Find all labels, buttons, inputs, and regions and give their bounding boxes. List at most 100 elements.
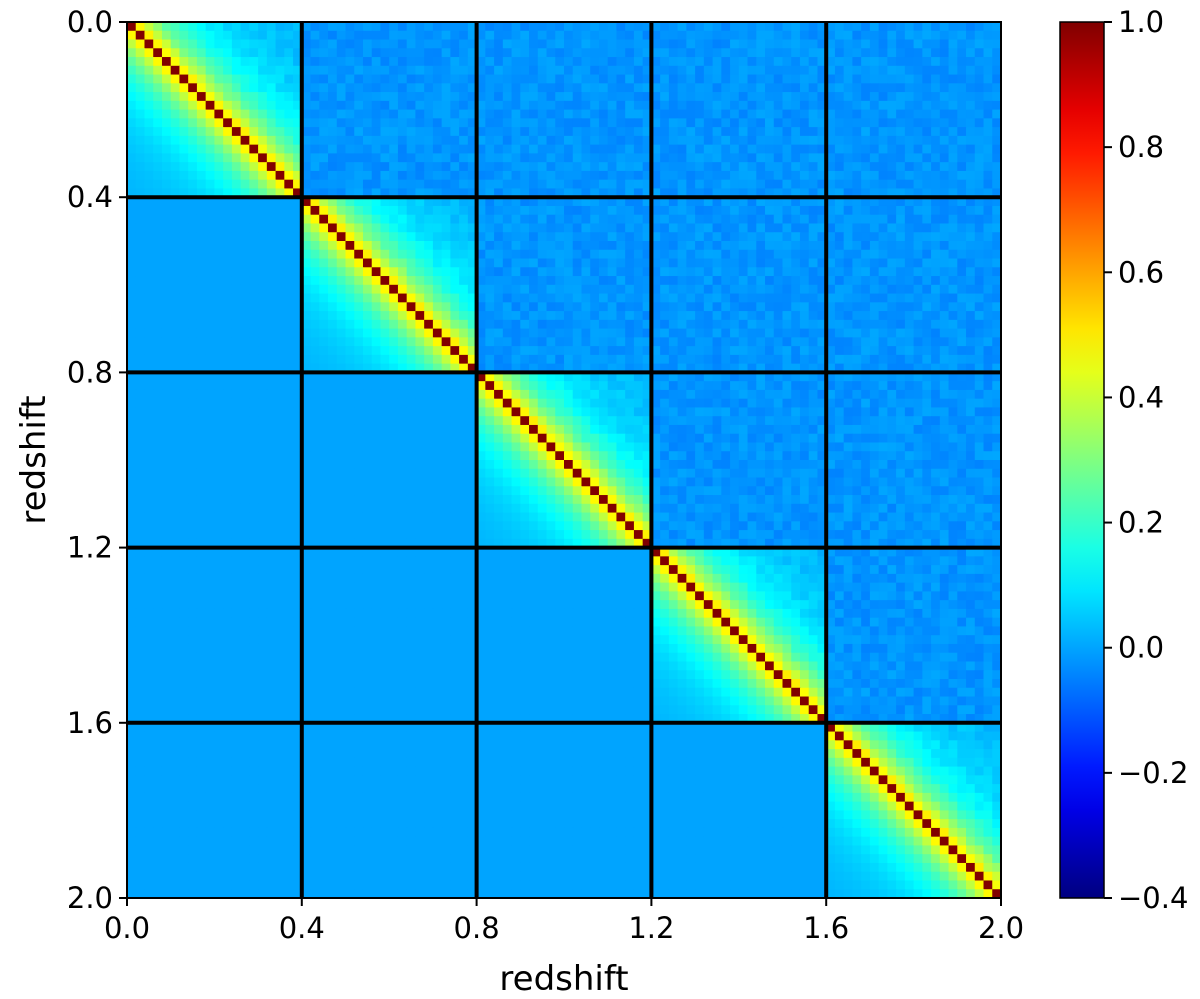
heatmap-cell xyxy=(371,92,382,102)
heatmap-cell xyxy=(686,451,696,461)
heatmap-cell xyxy=(773,442,784,452)
heatmap-cell xyxy=(249,48,259,58)
heatmap-cell xyxy=(598,284,609,295)
heatmap-cell xyxy=(651,372,661,382)
heatmap-cell xyxy=(275,442,285,452)
heatmap-cell xyxy=(144,416,154,426)
heatmap-cell xyxy=(293,302,303,312)
heatmap-cell xyxy=(511,30,521,41)
heatmap-cell xyxy=(791,319,801,330)
heatmap-cell xyxy=(852,293,862,303)
heatmap-cell xyxy=(948,162,958,172)
heatmap-cell xyxy=(336,433,347,444)
heatmap-cell xyxy=(660,276,670,286)
heatmap-cell xyxy=(782,92,792,102)
heatmap-cell xyxy=(904,74,915,84)
heatmap-cell xyxy=(887,232,897,242)
heatmap-cell xyxy=(992,328,1002,338)
heatmap-cell xyxy=(922,48,932,58)
heatmap-cell xyxy=(319,346,329,356)
heatmap-cell xyxy=(966,197,976,207)
heatmap-cell xyxy=(389,302,399,312)
heatmap-cell xyxy=(275,346,285,356)
heatmap-cell xyxy=(441,249,451,260)
heatmap-cell xyxy=(485,302,495,312)
heatmap-cell xyxy=(450,451,460,461)
heatmap-cell xyxy=(336,144,347,154)
heatmap-cell xyxy=(861,319,871,330)
heatmap-cell xyxy=(336,100,347,111)
heatmap-cell xyxy=(406,416,417,426)
heatmap-cell xyxy=(319,127,329,137)
heatmap-cell xyxy=(362,127,373,137)
heatmap-cell xyxy=(275,100,285,111)
heatmap-cell xyxy=(695,30,705,41)
heatmap-cell xyxy=(616,407,626,417)
heatmap-cell xyxy=(677,451,687,461)
heatmap-cell xyxy=(424,407,434,417)
heatmap-cell xyxy=(441,65,451,76)
heatmap-cell xyxy=(520,65,530,76)
heatmap-cell xyxy=(354,337,364,347)
heatmap-cell xyxy=(450,144,460,154)
heatmap-cell xyxy=(258,205,268,216)
heatmap-cell xyxy=(546,188,556,198)
heatmap-cell xyxy=(144,109,154,119)
heatmap-cell xyxy=(205,249,215,260)
heatmap-cell xyxy=(284,354,294,365)
heatmap-cell xyxy=(144,258,154,268)
heatmap-cell xyxy=(695,424,705,435)
heatmap-cell xyxy=(529,302,539,312)
heatmap-cell xyxy=(240,170,250,181)
heatmap-cell xyxy=(537,153,548,163)
heatmap-cell xyxy=(869,451,880,461)
heatmap-cell xyxy=(992,337,1002,347)
heatmap-cell xyxy=(389,127,399,137)
heatmap-cell xyxy=(319,241,329,251)
heatmap-cell xyxy=(564,319,574,330)
heatmap-cell xyxy=(520,118,530,128)
heatmap-cell xyxy=(266,205,277,216)
heatmap-cell xyxy=(590,328,600,338)
heatmap-cell xyxy=(791,205,801,216)
heatmap-cell xyxy=(450,328,460,338)
heatmap-cell xyxy=(319,302,329,312)
heatmap-cell xyxy=(275,372,285,382)
heatmap-cell xyxy=(913,276,923,286)
heatmap-cell xyxy=(721,92,731,102)
heatmap-cell xyxy=(966,118,976,128)
heatmap-cell xyxy=(135,48,146,58)
heatmap-cell xyxy=(957,258,967,268)
heatmap-cell xyxy=(459,65,469,76)
heatmap-cell xyxy=(214,179,224,190)
heatmap-cell xyxy=(808,241,819,251)
heatmap-cell xyxy=(834,319,845,330)
heatmap-cell xyxy=(293,442,303,452)
heatmap-cell xyxy=(598,433,609,444)
heatmap-cell xyxy=(773,100,784,111)
heatmap-cell xyxy=(974,433,985,444)
heatmap-cell xyxy=(808,57,819,67)
heatmap-cell xyxy=(616,118,626,128)
heatmap-cell xyxy=(380,267,390,277)
heatmap-cell xyxy=(520,162,530,172)
heatmap-cell xyxy=(502,214,513,225)
heatmap-cell xyxy=(345,407,355,417)
heatmap-cell xyxy=(756,241,766,251)
heatmap-cell xyxy=(931,311,941,321)
heatmap-cell xyxy=(861,258,871,268)
heatmap-cell xyxy=(939,135,950,146)
heatmap-cell xyxy=(214,284,224,295)
heatmap-cell xyxy=(293,74,303,84)
heatmap-cell xyxy=(773,57,784,67)
heatmap-cell xyxy=(380,258,390,268)
heatmap-cell xyxy=(231,223,242,233)
heatmap-cell xyxy=(564,398,574,409)
heatmap-cell xyxy=(214,83,224,93)
heatmap-cell xyxy=(153,144,163,154)
heatmap-cell xyxy=(677,127,687,137)
heatmap-cell xyxy=(703,144,714,154)
heatmap-cell xyxy=(240,135,250,146)
heatmap-cell xyxy=(354,39,364,49)
heatmap-cell xyxy=(293,57,303,67)
